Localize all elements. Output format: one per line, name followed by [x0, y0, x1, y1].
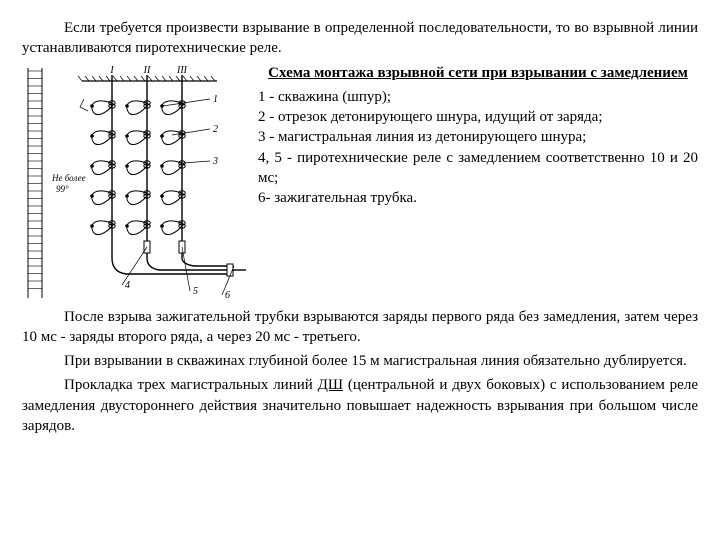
svg-text:I: I — [109, 65, 114, 76]
p3a: Прокладка трех магистральных линий — [64, 377, 318, 393]
svg-text:5: 5 — [193, 286, 198, 297]
svg-text:3: 3 — [212, 156, 218, 167]
paragraph-after-2: При взрывании в скважинах глубиной более… — [22, 351, 698, 371]
svg-text:II: II — [143, 65, 151, 76]
svg-text:Не более: Не более — [51, 173, 86, 183]
svg-text:III: III — [176, 65, 188, 76]
paragraph-after-3: Прокладка трех магистральных линий ДШ (ц… — [22, 375, 698, 436]
svg-text:2: 2 — [213, 124, 218, 135]
figure-caption: Схема монтажа взрывной сети при взрывани… — [258, 63, 698, 209]
paragraph-after-1: После взрыва зажигательной трубки взрыва… — [22, 307, 698, 348]
svg-text:1: 1 — [213, 94, 218, 105]
figure-block: IIIIII123456Не более99° Схема монтажа вз… — [22, 63, 698, 303]
svg-text:99°: 99° — [56, 184, 69, 194]
intro-paragraph: Если требуется произвести взрывание в оп… — [22, 18, 698, 59]
legend-1: 1 - скважина (шпур); — [258, 87, 698, 107]
figure-title: Схема монтажа взрывной сети при взрывани… — [258, 63, 698, 83]
legend-5: 6- зажигательная трубка. — [258, 188, 698, 208]
legend-4: 4, 5 - пиротехнические реле с замедление… — [258, 148, 698, 189]
svg-text:4: 4 — [125, 280, 130, 291]
p3u: ДШ — [318, 377, 343, 393]
legend-3: 3 - магистральная линия из детонирующего… — [258, 127, 698, 147]
svg-text:6: 6 — [225, 290, 230, 301]
diagram: IIIIII123456Не более99° — [22, 63, 252, 303]
legend-2: 2 - отрезок детонирующего шнура, идущий … — [258, 107, 698, 127]
